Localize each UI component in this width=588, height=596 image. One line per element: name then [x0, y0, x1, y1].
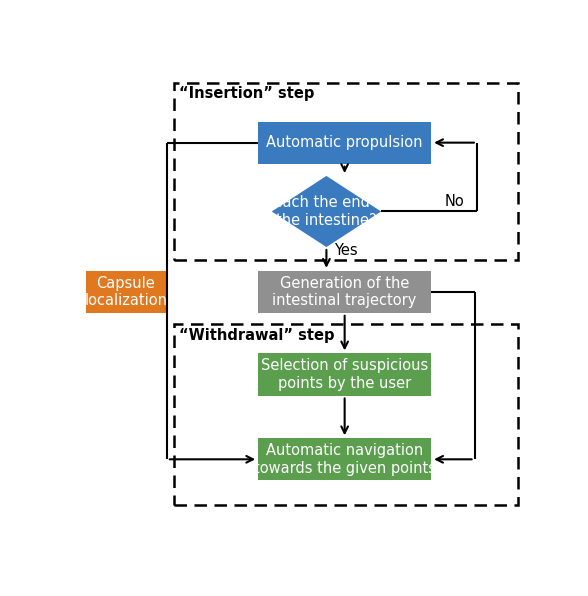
Polygon shape	[272, 176, 381, 247]
Text: No: No	[445, 194, 465, 209]
Text: Reach the end of
the intestine?: Reach the end of the intestine?	[264, 195, 389, 228]
Bar	[258, 353, 431, 396]
Text: Yes: Yes	[334, 243, 358, 258]
Bar	[258, 438, 431, 480]
Text: Automatic propulsion: Automatic propulsion	[266, 135, 423, 150]
Text: Generation of the
intestinal trajectory: Generation of the intestinal trajectory	[272, 275, 417, 308]
Bar	[258, 122, 431, 164]
Text: “Withdrawal” step: “Withdrawal” step	[179, 328, 335, 343]
Bar	[174, 83, 518, 260]
Text: Selection of suspicious
points by the user: Selection of suspicious points by the us…	[261, 358, 428, 390]
Text: Automatic navigation
towards the given points: Automatic navigation towards the given p…	[253, 443, 436, 476]
Bar	[258, 271, 431, 313]
Text: Capsule
localization: Capsule localization	[85, 275, 168, 308]
Text: “Insertion” step: “Insertion” step	[179, 86, 315, 101]
Bar	[174, 324, 518, 505]
Bar	[86, 271, 166, 313]
